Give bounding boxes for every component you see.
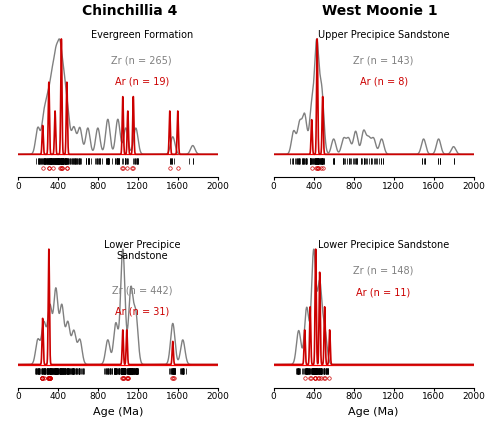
Text: Zr (n = 148): Zr (n = 148) — [354, 266, 414, 276]
Text: Lower Precipice Sandstone: Lower Precipice Sandstone — [318, 240, 449, 250]
Text: Zr (n = 442): Zr (n = 442) — [112, 286, 172, 295]
X-axis label: Age (Ma): Age (Ma) — [92, 407, 143, 417]
Text: Ar (n = 8): Ar (n = 8) — [360, 77, 408, 87]
Text: Lower Precipice
Sandstone: Lower Precipice Sandstone — [104, 240, 180, 261]
Text: Upper Precipice Sandstone: Upper Precipice Sandstone — [318, 30, 450, 40]
Text: Chinchillia 4: Chinchillia 4 — [82, 4, 178, 18]
Text: Ar (n = 11): Ar (n = 11) — [356, 287, 410, 297]
Text: Zr (n = 143): Zr (n = 143) — [354, 56, 414, 66]
Text: Ar (n = 19): Ar (n = 19) — [114, 77, 169, 87]
Text: Evergreen Formation: Evergreen Formation — [90, 30, 193, 40]
Text: West Moonie 1: West Moonie 1 — [322, 4, 438, 18]
Text: Ar (n = 31): Ar (n = 31) — [114, 307, 169, 317]
X-axis label: Age (Ma): Age (Ma) — [348, 407, 399, 417]
Text: Zr (n = 265): Zr (n = 265) — [112, 56, 172, 66]
